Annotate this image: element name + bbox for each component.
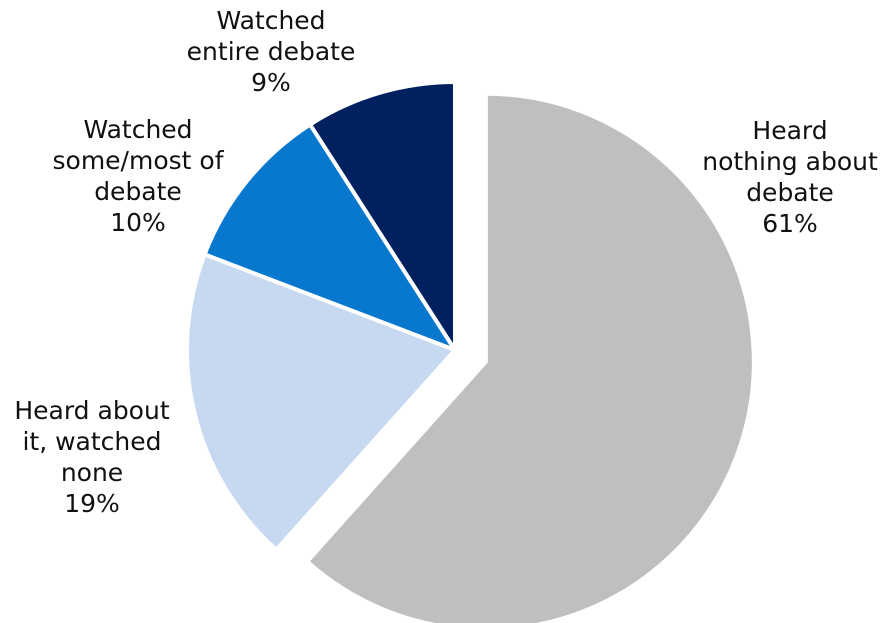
pie-slice-watched-entire-debate [307,79,457,357]
data-label-line: debate [94,177,182,206]
data-label-heard-about-it-watched-none: Heard about it, watched none 19% [14,396,169,518]
pie-slice-heard-about-it-watched-none [185,251,459,553]
data-label-line: none [61,458,123,487]
data-label-line: 61% [762,209,818,238]
data-label-line: entire debate [187,37,356,66]
data-label-line: 10% [110,208,166,237]
pie-slice-watched-some-most-of-debate [202,121,460,355]
data-label-line: some/most of [53,146,225,175]
data-label-line: Watched [216,6,325,35]
data-label-line: nothing about [702,147,878,176]
data-label-heard-nothing-about-debate: Heard nothing about debate 61% [702,116,878,238]
data-label-line: 19% [64,489,120,518]
pie-slices [185,79,756,623]
data-label-watched-some-most-of-debate: Watched some/most of debate 10% [53,115,225,237]
pie-slice-heard-nothing-about-debate [304,91,756,623]
data-label-line: debate [746,178,834,207]
data-label-line: it, watched [22,427,161,456]
data-label-line: Heard [752,116,827,145]
data-label-watched-entire-debate: Watched entire debate 9% [187,6,356,97]
pie-labels: Heard nothing about debate 61%Heard about it… [14,6,878,518]
data-label-line: Watched [83,115,192,144]
data-label-line: Heard about [14,396,169,425]
data-label-line: 9% [251,68,291,97]
